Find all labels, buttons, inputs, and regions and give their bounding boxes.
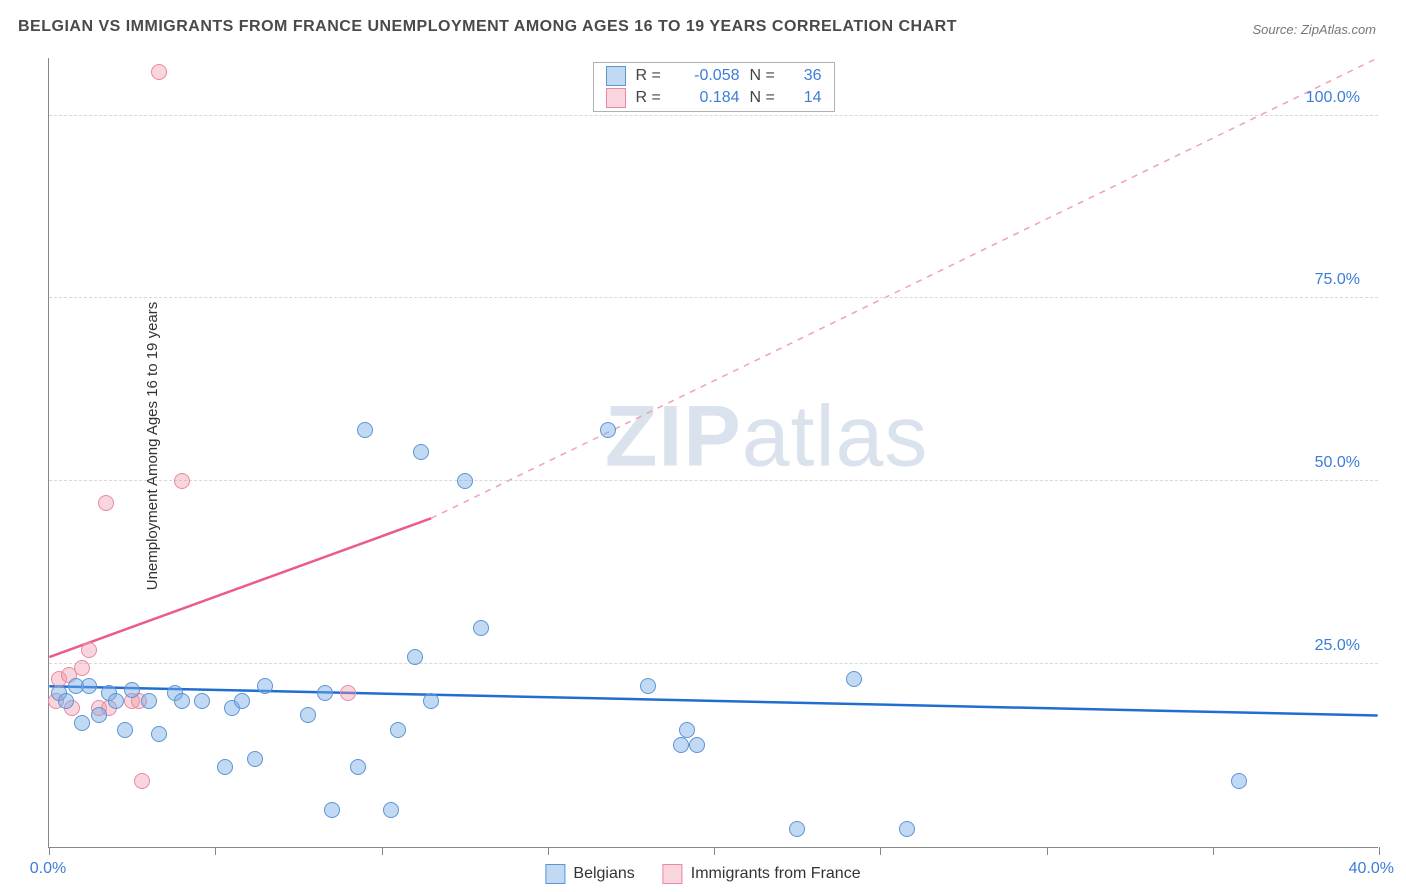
data-point: [117, 722, 133, 738]
legend-label: Belgians: [573, 865, 634, 883]
watermark-part-b: atlas: [742, 388, 929, 484]
data-point: [257, 678, 273, 694]
x-tick: [880, 847, 881, 855]
correlation-stats-box: R = -0.058 N = 36 R = 0.184 N = 14: [593, 62, 835, 112]
legend-swatch: [545, 864, 565, 884]
data-point: [174, 693, 190, 709]
stat-n-label: N =: [750, 89, 784, 107]
gridline: [49, 115, 1378, 116]
stat-n-value: 14: [794, 89, 822, 107]
data-point: [151, 726, 167, 742]
y-tick-label: 50.0%: [1315, 454, 1360, 472]
watermark: ZIPatlas: [605, 387, 928, 486]
data-point: [58, 693, 74, 709]
data-point: [98, 495, 114, 511]
data-point: [457, 473, 473, 489]
data-point: [350, 759, 366, 775]
stat-n-label: N =: [750, 67, 784, 85]
legend-item: Belgians: [545, 864, 634, 884]
data-point: [340, 685, 356, 701]
data-point: [324, 802, 340, 818]
data-point: [124, 682, 140, 698]
data-point: [141, 693, 157, 709]
watermark-part-a: ZIP: [605, 388, 742, 484]
data-point: [1231, 773, 1247, 789]
x-axis-min-label: 0.0%: [30, 860, 66, 878]
data-point: [679, 722, 695, 738]
data-point: [81, 678, 97, 694]
legend-swatch: [606, 88, 626, 108]
data-point: [317, 685, 333, 701]
data-point: [151, 64, 167, 80]
legend-label: Immigrants from France: [691, 865, 861, 883]
source-attribution: Source: ZipAtlas.com: [1252, 22, 1376, 37]
gridline: [49, 297, 1378, 298]
data-point: [194, 693, 210, 709]
data-point: [234, 693, 250, 709]
stat-r-value: -0.058: [680, 67, 740, 85]
data-point: [899, 821, 915, 837]
data-point: [217, 759, 233, 775]
legend-swatch: [663, 864, 683, 884]
data-point: [383, 802, 399, 818]
legend-item: Immigrants from France: [663, 864, 861, 884]
data-point: [74, 715, 90, 731]
stat-n-value: 36: [794, 67, 822, 85]
data-point: [390, 722, 406, 738]
data-point: [91, 707, 107, 723]
plot-area: ZIPatlas R = -0.058 N = 36 R = 0.184 N = 14 25.…: [48, 58, 1378, 848]
stat-row: R = 0.184 N = 14: [594, 87, 834, 109]
data-point: [473, 620, 489, 636]
data-point: [789, 821, 805, 837]
gridline: [49, 480, 1378, 481]
data-point: [300, 707, 316, 723]
trend-line: [431, 58, 1377, 518]
x-tick: [714, 847, 715, 855]
stat-r-label: R =: [636, 89, 670, 107]
stat-row: R = -0.058 N = 36: [594, 65, 834, 87]
data-point: [247, 751, 263, 767]
data-point: [846, 671, 862, 687]
legend-swatch: [606, 66, 626, 86]
bottom-legend: Belgians Immigrants from France: [545, 864, 860, 884]
gridline: [49, 663, 1378, 664]
x-tick: [1047, 847, 1048, 855]
stat-r-label: R =: [636, 67, 670, 85]
data-point: [134, 773, 150, 789]
trendlines-svg: [49, 58, 1378, 847]
data-point: [673, 737, 689, 753]
data-point: [407, 649, 423, 665]
data-point: [174, 473, 190, 489]
data-point: [108, 693, 124, 709]
data-point: [81, 642, 97, 658]
chart-title: BELGIAN VS IMMIGRANTS FROM FRANCE UNEMPL…: [18, 18, 957, 36]
data-point: [600, 422, 616, 438]
y-tick-label: 100.0%: [1306, 89, 1360, 107]
data-point: [640, 678, 656, 694]
trend-line: [49, 518, 431, 657]
data-point: [357, 422, 373, 438]
x-tick: [1379, 847, 1380, 855]
data-point: [74, 660, 90, 676]
data-point: [413, 444, 429, 460]
data-point: [689, 737, 705, 753]
stat-r-value: 0.184: [680, 89, 740, 107]
x-tick: [215, 847, 216, 855]
x-tick: [49, 847, 50, 855]
x-axis-max-label: 40.0%: [1349, 860, 1394, 878]
x-tick: [1213, 847, 1214, 855]
x-tick: [382, 847, 383, 855]
x-tick: [548, 847, 549, 855]
y-tick-label: 25.0%: [1315, 637, 1360, 655]
data-point: [423, 693, 439, 709]
y-tick-label: 75.0%: [1315, 271, 1360, 289]
